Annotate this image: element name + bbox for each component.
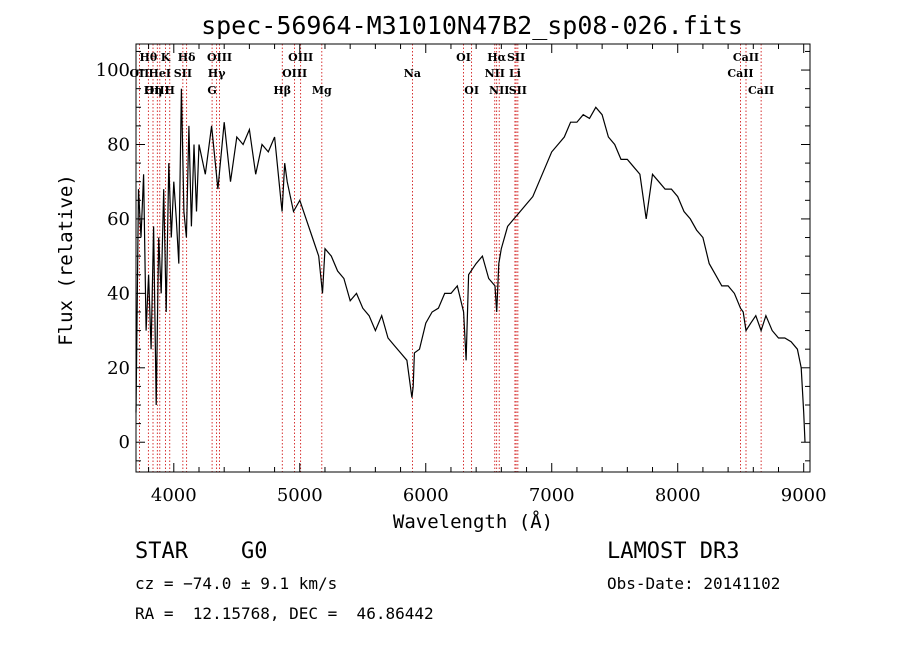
y-tick-label: 80	[107, 134, 130, 155]
spectral-line-label: OI	[464, 84, 479, 97]
spectral-line-label: G	[207, 84, 216, 97]
x-tick-label: 4000	[151, 485, 197, 506]
spectral-line-label: CaII	[733, 51, 759, 64]
x-tick-label: 8000	[655, 485, 701, 506]
spectral-line-label: CaII	[748, 84, 774, 97]
spectral-line-label: SII	[507, 51, 525, 64]
y-tick-label: 60	[107, 209, 130, 230]
spectral-line-label: OIII	[145, 84, 170, 97]
x-axis-ticks: 4000 5000 6000 7000 8000 9000	[148, 44, 827, 506]
observation-date: Obs-Date: 20141102	[607, 574, 781, 593]
y-axis-label: Flux (relative)	[55, 174, 77, 346]
spectral-line-label: Hδ	[178, 51, 196, 64]
spectral-line-label: SII	[509, 84, 527, 97]
x-axis-label: Wavelength (Å)	[393, 510, 553, 533]
spectral-line-label: Hη	[144, 84, 162, 97]
y-tick-label: 20	[107, 358, 130, 379]
plot-frame	[135, 43, 811, 473]
spectral-line-label: Hα	[487, 51, 506, 64]
y-axis-ticks: 0 20 40 60 80 100	[96, 50, 810, 462]
object-class: STAR	[135, 539, 188, 564]
spectral-line-label: NII	[489, 84, 509, 97]
object-subclass: G0	[241, 539, 268, 564]
y-tick-label: 100	[96, 60, 130, 81]
spectral-line-label: SII	[174, 67, 192, 80]
redshift-cz: cz = −74.0 ± 9.1 km/s	[135, 574, 338, 593]
spectral-line-label: Na	[404, 67, 421, 80]
spectral-line-label: Hγ	[208, 67, 226, 80]
x-tick-label: 6000	[403, 485, 449, 506]
spectral-line-markers	[139, 44, 762, 472]
y-tick-label: 0	[119, 432, 130, 453]
spectral-line-label: Mg	[312, 84, 332, 97]
spectral-line-label: Li	[509, 67, 521, 80]
spectral-line-label: NII	[485, 67, 505, 80]
spectral-line-label: CaII	[727, 67, 753, 80]
spectral-line-label: HeI	[149, 67, 172, 80]
spectral-line-label: OIII	[282, 67, 307, 80]
spectral-line-label: H	[165, 84, 175, 97]
y-tick-label: 40	[107, 283, 130, 304]
chart-title: spec-56964-M31010N47B2_sp08-026.fits	[201, 11, 743, 40]
spectral-line-label: OII	[129, 67, 149, 80]
flux-series-line	[135, 88, 806, 443]
survey-name: LAMOST DR3	[607, 539, 740, 564]
x-tick-label: 9000	[781, 485, 827, 506]
spectral-line-label: K	[161, 51, 171, 64]
x-tick-label: 5000	[277, 485, 323, 506]
spectral-line-label: OIII	[207, 51, 232, 64]
spectral-line-label: OIII	[288, 51, 313, 64]
coordinates: RA = 12.15768, DEC = 46.86442	[135, 604, 434, 623]
spectral-line-label: OI	[456, 51, 471, 64]
x-tick-label: 7000	[529, 485, 575, 506]
spectral-line-label: Hθ	[139, 51, 157, 64]
spectral-line-label: Hβ	[273, 84, 291, 97]
